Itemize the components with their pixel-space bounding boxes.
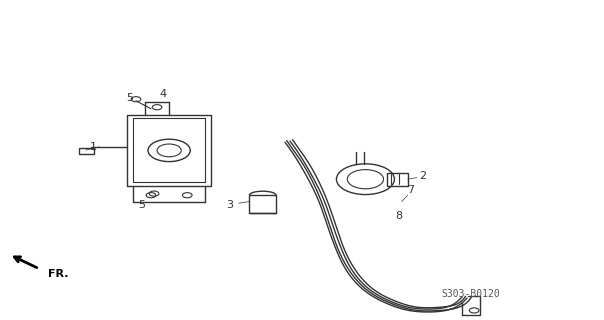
Text: 4: 4 [159, 89, 167, 100]
Text: 8: 8 [395, 211, 402, 221]
Bar [79, 148, 94, 154]
Text: 7: 7 [407, 185, 414, 196]
Bar [249, 195, 276, 213]
Text: 1: 1 [90, 142, 97, 152]
Text: S303-B0120: S303-B0120 [442, 289, 501, 300]
Text: 5: 5 [126, 92, 133, 103]
Bar [387, 173, 408, 186]
Text: 2: 2 [419, 171, 426, 181]
Text: 3: 3 [226, 200, 233, 210]
Text: FR.: FR. [48, 268, 69, 279]
Text: 5: 5 [138, 200, 146, 210]
